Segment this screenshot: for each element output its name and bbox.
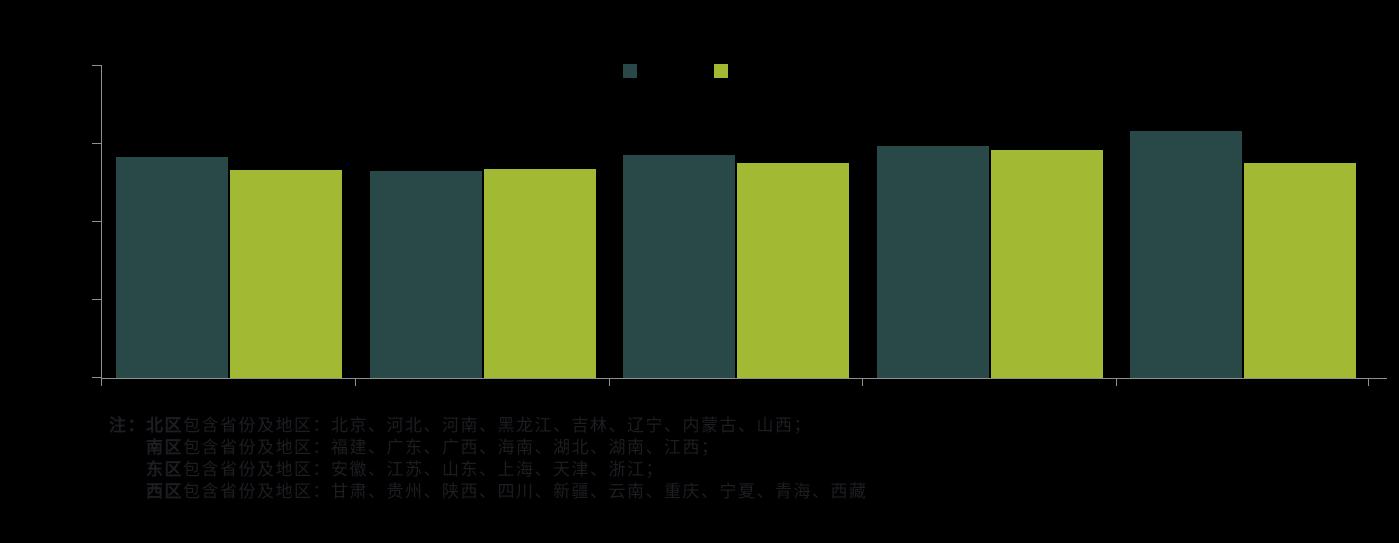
bar-s1-g1 [116, 157, 228, 378]
x-tick [1368, 378, 1369, 386]
note-line: 注：北区包含省份及地区：北京、河北、河南、黑龙江、吉林、辽宁、内蒙古、山西； [109, 415, 868, 437]
bar-s1-g5 [1130, 131, 1242, 378]
y-tick [92, 221, 101, 222]
x-axis-line [101, 378, 1387, 379]
note-region-label: 东区 [146, 460, 183, 480]
note-block: 注：北区包含省份及地区：北京、河北、河南、黑龙江、吉林、辽宁、内蒙古、山西； 南… [109, 415, 868, 503]
bar-s2-g3 [737, 163, 849, 378]
x-tick [862, 378, 863, 386]
y-tick [92, 143, 101, 144]
note-text: 包含省份及地区：安徽、江苏、山东、上海、天津、浙江； [183, 460, 664, 480]
bar-s1-g2 [370, 171, 482, 378]
legend-swatch-series1 [623, 64, 637, 78]
note-text: 包含省份及地区：福建、广东、广西、海南、湖北、湖南、江西； [183, 438, 720, 458]
bar-s2-g1 [230, 170, 342, 378]
y-tick [92, 65, 101, 66]
legend-swatch-series2 [714, 64, 728, 78]
note-prefix: 注： [109, 416, 146, 436]
x-tick [101, 378, 102, 386]
y-tick [92, 299, 101, 300]
bar-s2-g4 [991, 150, 1103, 378]
note-line: 西区包含省份及地区：甘肃、贵州、陕西、四川、新疆、云南、重庆、宁夏、青海、西藏 [146, 481, 868, 503]
note-text: 包含省份及地区：北京、河北、河南、黑龙江、吉林、辽宁、内蒙古、山西； [183, 416, 812, 436]
bar-s1-g4 [877, 146, 989, 378]
note-line: 南区包含省份及地区：福建、广东、广西、海南、湖北、湖南、江西； [146, 437, 868, 459]
y-tick [92, 377, 101, 378]
note-line: 东区包含省份及地区：安徽、江苏、山东、上海、天津、浙江； [146, 459, 868, 481]
note-region-label: 南区 [146, 438, 183, 458]
x-tick [609, 378, 610, 386]
x-tick [1116, 378, 1117, 386]
note-region-label: 西区 [146, 482, 183, 502]
x-tick [355, 378, 356, 386]
bar-s2-g5 [1244, 163, 1356, 378]
note-region-label: 北区 [146, 416, 183, 436]
bar-s2-g2 [484, 169, 596, 378]
bar-s1-g3 [623, 155, 735, 378]
note-text: 包含省份及地区：甘肃、贵州、陕西、四川、新疆、云南、重庆、宁夏、青海、西藏 [183, 482, 868, 502]
y-axis-line [101, 65, 102, 378]
